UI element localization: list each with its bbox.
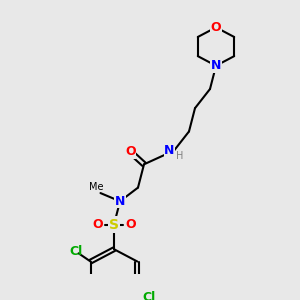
Text: O: O <box>125 146 136 158</box>
Text: N: N <box>115 195 125 208</box>
Text: Me: Me <box>89 182 103 192</box>
Text: O: O <box>211 21 221 34</box>
Text: N: N <box>211 59 221 72</box>
Text: O: O <box>92 218 103 231</box>
Text: O: O <box>125 218 136 231</box>
Text: Cl: Cl <box>143 291 156 300</box>
Text: Cl: Cl <box>69 245 82 259</box>
Text: H: H <box>176 151 184 161</box>
Text: S: S <box>109 218 119 232</box>
Text: N: N <box>164 144 175 157</box>
